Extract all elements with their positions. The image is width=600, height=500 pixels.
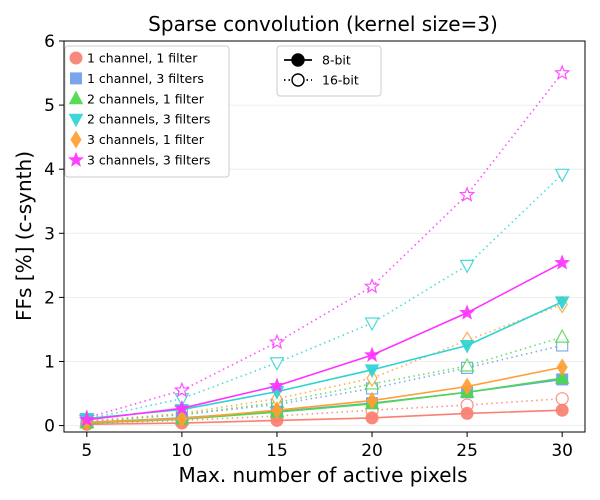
y-tick-label: 5 — [44, 96, 55, 116]
data-point — [364, 317, 380, 332]
series-line-solid — [86, 262, 563, 421]
data-point — [268, 377, 285, 393]
series-line-dotted — [86, 72, 563, 419]
data-point — [365, 411, 379, 425]
series-8bit-5 — [81, 358, 568, 432]
x-axis-label: Max. number of active pixels — [178, 463, 467, 487]
legend-label: 3 channels, 1 filter — [87, 132, 205, 147]
data-point — [554, 254, 571, 270]
data-point — [458, 186, 476, 202]
y-axis-label: FFs [%] (c-synth) — [12, 151, 36, 321]
x-tick-label: 5 — [81, 441, 92, 461]
legend-label: 1 channel, 1 filter — [87, 51, 198, 66]
y-tick-label: 1 — [44, 352, 55, 372]
legend-marker — [70, 130, 82, 149]
style-legend-label: 16-bit — [322, 73, 359, 88]
chart-title: Sparse convolution (kernel size=3) — [148, 12, 498, 36]
x-tick-label: 30 — [551, 441, 573, 461]
data-point — [363, 277, 381, 294]
y-tick-label: 0 — [44, 417, 55, 437]
series-line-solid — [86, 366, 563, 424]
legend-marker — [70, 72, 82, 85]
data-point — [364, 346, 381, 362]
series-16bit-2 — [80, 339, 569, 428]
data-point — [268, 333, 286, 350]
y-tick-label: 3 — [44, 224, 55, 244]
data-point — [459, 304, 476, 320]
data-point — [366, 369, 378, 388]
data-point — [78, 411, 95, 427]
data-point — [556, 358, 568, 377]
y-tick-label: 4 — [44, 160, 55, 180]
data-point — [554, 296, 570, 310]
series-line-dotted — [86, 303, 563, 422]
series-16bit-5 — [81, 295, 568, 431]
style-legend-marker — [291, 53, 305, 67]
data-point — [271, 401, 283, 420]
data-point — [173, 399, 190, 416]
legend-label: 1 channel, 3 filters — [87, 71, 204, 86]
style-legend-marker — [291, 73, 305, 87]
series-line-solid — [86, 409, 563, 426]
data-point — [459, 339, 475, 354]
legend-label: 2 channels, 3 filters — [87, 112, 210, 127]
y-tick-label: 2 — [44, 288, 55, 308]
data-point — [553, 64, 571, 81]
data-point — [269, 357, 285, 372]
series-8bit-6 — [78, 254, 571, 427]
x-tick-label: 20 — [361, 441, 383, 461]
series-legend-box — [64, 45, 230, 178]
x-tick-label: 25 — [456, 441, 478, 461]
y-tick-label: 6 — [44, 32, 55, 52]
x-tick-label: 10 — [171, 441, 193, 461]
plot-frame — [63, 40, 586, 433]
legend-marker — [68, 113, 84, 128]
data-point — [554, 370, 570, 384]
style-legend-label: 8-bit — [322, 53, 351, 68]
legend-marker — [68, 151, 84, 167]
legend-marker — [69, 51, 83, 65]
data-point — [460, 406, 474, 420]
legend-marker — [68, 90, 84, 105]
data-point — [459, 259, 475, 274]
series-line-solid — [86, 301, 563, 420]
data-point — [366, 391, 378, 410]
data-point — [555, 403, 569, 417]
series-line-dotted — [86, 336, 563, 423]
series-line-dotted — [86, 173, 563, 420]
data-point — [459, 357, 475, 372]
data-point — [554, 168, 570, 183]
data-point — [173, 381, 191, 398]
data-point — [176, 409, 188, 428]
series-line-dotted — [86, 344, 563, 422]
data-point — [554, 328, 570, 343]
data-point — [364, 364, 380, 378]
data-point — [555, 392, 569, 406]
data-point — [461, 377, 473, 396]
x-tick-label: 15 — [266, 441, 288, 461]
legend-label: 3 channels, 3 filters — [87, 153, 210, 168]
legend-label: 2 channels, 1 filter — [87, 91, 205, 106]
